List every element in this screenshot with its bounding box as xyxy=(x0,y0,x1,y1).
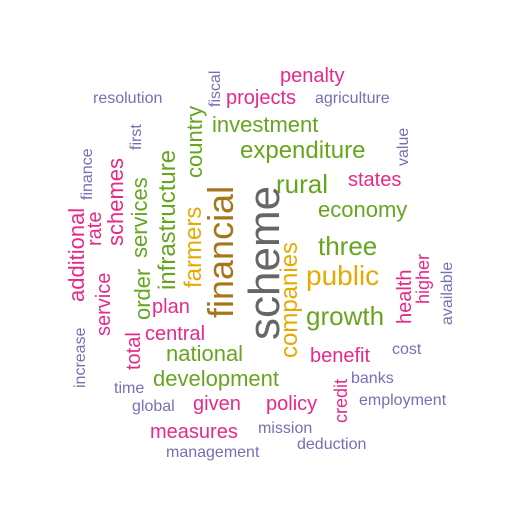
word-public: public xyxy=(306,260,380,291)
word-infrastructure: infrastructure xyxy=(154,149,181,290)
word-development: development xyxy=(153,366,279,391)
word-national: national xyxy=(166,341,244,366)
word-central: central xyxy=(145,323,206,345)
word-fiscal: fiscal xyxy=(207,70,224,107)
word-total: total xyxy=(123,332,145,370)
word-policy: policy xyxy=(266,393,318,415)
word-services: services xyxy=(127,177,152,258)
word-financial: financial xyxy=(200,185,241,318)
word-employment: employment xyxy=(359,392,447,409)
word-resolution: resolution xyxy=(93,90,163,107)
word-agriculture: agriculture xyxy=(315,90,390,107)
word-benefit: benefit xyxy=(310,345,371,367)
word-rate: rate xyxy=(84,211,106,246)
word-credit: credit xyxy=(331,378,351,423)
word-management: management xyxy=(166,444,260,461)
word-cost: cost xyxy=(392,341,422,358)
word-order: order xyxy=(130,268,155,320)
word-economy: economy xyxy=(318,197,408,222)
word-companies: companies xyxy=(276,241,303,358)
word-health: health xyxy=(394,269,416,325)
word-states: states xyxy=(348,169,402,191)
word-value: value xyxy=(395,127,412,166)
word-higher: higher xyxy=(413,253,433,304)
word-growth: growth xyxy=(306,301,385,331)
word-farmers: farmers xyxy=(180,206,207,288)
word-projects: projects xyxy=(226,87,297,109)
word-investment: investment xyxy=(212,112,319,137)
word-finance: finance xyxy=(79,148,96,200)
word-plan: plan xyxy=(152,296,190,318)
word-country: country xyxy=(182,105,207,178)
word-measures: measures xyxy=(150,421,238,443)
word-increase: increase xyxy=(72,327,89,388)
word-rural: rural xyxy=(276,169,329,199)
word-banks: banks xyxy=(351,370,394,387)
word-schemes: schemes xyxy=(103,157,128,246)
word-deduction: deduction xyxy=(297,436,367,453)
word-three: three xyxy=(318,231,378,261)
word-penalty: penalty xyxy=(280,65,345,87)
word-expenditure: expenditure xyxy=(240,137,366,164)
word-global: global xyxy=(132,398,175,415)
word-service: service xyxy=(93,272,115,336)
word-given: given xyxy=(193,393,241,415)
word-first: first xyxy=(128,124,145,150)
word-time: time xyxy=(114,380,145,397)
word-available: available xyxy=(439,261,456,325)
word-mission: mission xyxy=(258,420,313,437)
